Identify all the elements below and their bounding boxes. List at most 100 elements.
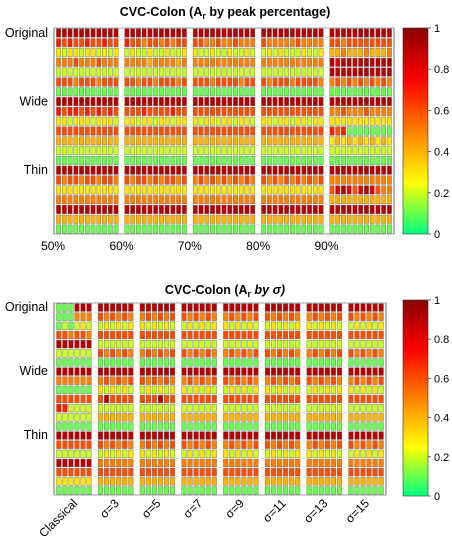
heatmap-cell [233, 28, 238, 38]
heatmap-cell [335, 165, 341, 175]
heatmap-cell [205, 440, 211, 449]
heatmap-cell [244, 175, 250, 185]
heatmap-cell [199, 458, 205, 468]
heatmap-cell [336, 312, 342, 321]
heatmap-cell [187, 413, 193, 422]
heatmap-cell [264, 422, 270, 431]
heatmap-cell [86, 340, 92, 349]
heatmap-cell [348, 431, 354, 440]
heatmap-cell [253, 358, 259, 367]
heatmap-cell [284, 116, 289, 126]
heatmap-cell [324, 303, 330, 312]
heatmap-cell [62, 468, 68, 477]
heatmap-cell [170, 175, 176, 185]
heatmap-cell [79, 28, 84, 38]
heatmap-cell [124, 165, 130, 175]
heatmap-cell [62, 321, 68, 330]
heatmap-cell [358, 214, 364, 224]
heatmap-cell [147, 28, 153, 38]
heatmap-cell [369, 97, 375, 106]
heatmap-cell [277, 458, 283, 468]
heatmap-cell [307, 205, 312, 214]
heatmap-cell [80, 449, 86, 458]
heatmap-cell [261, 48, 266, 57]
heatmap-cell [360, 376, 366, 385]
heatmap-cell [98, 468, 104, 477]
heatmap-cell [205, 486, 211, 495]
heatmap-cell [272, 57, 278, 67]
heatmap-cell [233, 87, 238, 97]
heatmap-cell [348, 312, 354, 321]
heatmap-cell [306, 468, 312, 477]
heatmap-cell [375, 77, 381, 87]
heatmap-cell [272, 87, 278, 97]
heatmap-cell [80, 385, 86, 394]
heatmap-cell [271, 431, 277, 440]
heatmap-cell [261, 156, 266, 165]
heatmap-cell [301, 97, 307, 106]
heatmap-cell [199, 422, 205, 431]
heatmap-cell [364, 136, 369, 146]
heatmap-cell [375, 156, 381, 165]
heatmap-cell [193, 330, 199, 340]
heatmap-cell [211, 422, 217, 431]
heatmap-cell [110, 440, 116, 449]
heatmap-cell [277, 394, 283, 404]
heatmap-cell [229, 394, 235, 404]
heatmap-cell [369, 224, 375, 234]
heatmap-cell [124, 195, 130, 205]
heatmap-cell [312, 146, 318, 155]
heatmap-cell [159, 165, 164, 175]
heatmap-cell [98, 431, 104, 440]
heatmap-cell [170, 146, 176, 155]
heatmap-cell [364, 77, 369, 87]
heatmap-cell [102, 87, 107, 97]
heatmap-cell [360, 404, 366, 413]
heatmap-cell [360, 422, 366, 431]
heatmap-cell [318, 107, 324, 116]
heatmap-cell [205, 312, 211, 321]
heatmap-cell [215, 116, 221, 126]
heatmap-cell [164, 165, 170, 175]
heatmap-cell [307, 214, 312, 224]
heatmap-cell [62, 458, 68, 468]
heatmap-cell [284, 126, 289, 136]
heatmap-cell [107, 146, 113, 155]
heatmap-cell [124, 175, 130, 185]
heatmap-cell [170, 394, 176, 404]
heatmap-cell [79, 126, 84, 136]
heatmap-cell [182, 97, 187, 106]
heatmap-cell [375, 175, 381, 185]
heatmap-cell [182, 67, 187, 77]
heatmap-cell [277, 349, 283, 358]
heatmap-cell [223, 349, 229, 358]
heatmap-cell [289, 28, 295, 38]
heatmap-cell [261, 57, 266, 67]
heatmap-cell [56, 303, 62, 312]
heatmap-cell [261, 28, 266, 38]
heatmap-cell [56, 38, 61, 48]
heatmap-cell [147, 165, 153, 175]
heatmap-cell [381, 185, 387, 195]
heatmap-cell [182, 87, 187, 97]
heatmap-cell [227, 195, 233, 205]
heatmap-cell [215, 185, 221, 195]
heatmap-cell [56, 330, 62, 340]
heatmap-cell [306, 486, 312, 495]
heatmap-cell [147, 224, 153, 234]
heatmap-cell [250, 156, 256, 165]
heatmap-cell [181, 440, 187, 449]
heatmap-cell [113, 195, 119, 205]
heatmap-cell [227, 38, 233, 48]
heatmap-cell [90, 116, 96, 126]
heatmap-cell [238, 136, 244, 146]
heatmap-cell [210, 175, 215, 185]
heatmap-cell [62, 486, 68, 495]
heatmap-cell [170, 156, 176, 165]
heatmap-cell [139, 312, 145, 321]
heatmap-cell [198, 77, 204, 87]
heatmap-cell [122, 330, 128, 340]
heatmap-cell [199, 321, 205, 330]
heatmap-cell [205, 468, 211, 477]
heatmap-cell [151, 330, 157, 340]
